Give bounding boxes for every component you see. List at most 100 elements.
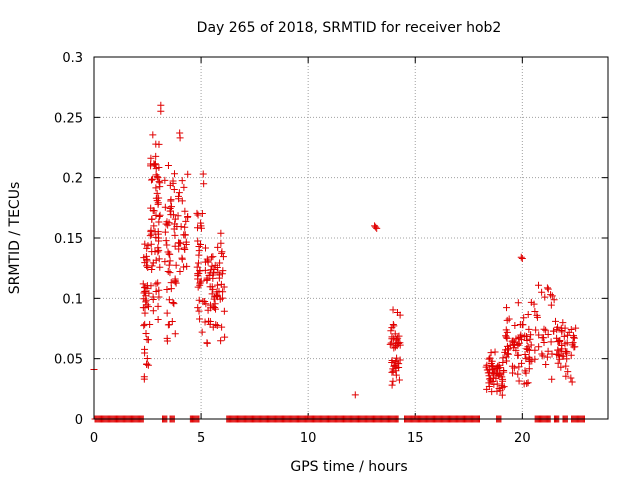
data-point — [555, 337, 563, 345]
data-point — [152, 211, 160, 219]
data-point — [202, 244, 210, 252]
data-point — [171, 231, 179, 239]
data-point — [200, 180, 208, 188]
data-point — [197, 241, 205, 249]
data-point — [485, 355, 493, 363]
data-point — [396, 311, 404, 319]
y-tick-label: 0.2 — [62, 172, 83, 187]
data-point — [508, 362, 516, 370]
data-point — [155, 178, 163, 186]
data-point — [154, 316, 162, 324]
data-point — [183, 262, 191, 270]
data-point — [386, 340, 394, 348]
data-point — [509, 369, 517, 377]
data-points — [90, 101, 588, 423]
data-point — [139, 304, 147, 312]
data-point — [555, 352, 563, 360]
data-point — [193, 263, 201, 271]
data-point — [568, 341, 576, 349]
data-point — [532, 326, 540, 334]
data-point — [163, 337, 171, 345]
data-point — [174, 212, 182, 220]
data-point — [523, 345, 531, 353]
data-point — [142, 292, 150, 300]
data-point — [149, 207, 157, 215]
data-point — [219, 267, 227, 275]
data-point — [387, 339, 395, 347]
data-point — [171, 330, 179, 338]
data-point — [155, 286, 163, 294]
data-point — [542, 361, 550, 369]
data-point — [197, 277, 205, 285]
data-point — [169, 298, 177, 306]
data-point — [506, 341, 514, 349]
data-point — [163, 241, 171, 249]
data-point — [156, 263, 164, 271]
data-point — [161, 258, 169, 266]
data-point — [558, 328, 566, 336]
data-point — [149, 175, 157, 183]
data-point — [504, 350, 512, 358]
data-point — [217, 239, 225, 247]
data-point — [505, 315, 513, 323]
data-point — [162, 237, 170, 245]
data-point — [166, 257, 174, 265]
data-point — [531, 355, 539, 363]
data-point — [171, 242, 179, 250]
data-point — [199, 170, 207, 178]
data-point — [392, 371, 400, 379]
data-point — [487, 349, 495, 357]
data-point — [151, 161, 159, 169]
data-point — [526, 335, 534, 343]
data-point — [220, 307, 228, 315]
data-point — [551, 317, 559, 325]
data-point — [515, 339, 523, 347]
axes: 0 5 10 15 20 0 0.05 0.1 0.15 0.2 0.25 0.3 — [54, 51, 608, 446]
data-point — [217, 280, 225, 288]
data-point — [541, 293, 549, 301]
data-point — [211, 300, 219, 308]
data-point — [182, 217, 190, 225]
data-point — [218, 323, 226, 331]
data-point — [149, 307, 157, 315]
y-tick-label: 0.3 — [62, 51, 83, 66]
data-point — [163, 309, 171, 317]
data-point — [193, 209, 201, 217]
data-point — [194, 224, 202, 232]
data-point — [510, 364, 518, 372]
data-point — [155, 218, 163, 226]
data-point — [525, 325, 533, 333]
data-point — [139, 280, 147, 288]
data-point — [204, 306, 212, 314]
data-point — [194, 211, 202, 219]
data-point — [488, 366, 496, 374]
data-point — [177, 223, 185, 231]
data-point — [201, 318, 209, 326]
data-point — [152, 152, 160, 160]
data-point — [152, 280, 160, 288]
data-point — [141, 259, 149, 267]
data-point — [184, 213, 192, 221]
data-point — [178, 197, 186, 205]
data-point — [515, 334, 523, 342]
data-point — [155, 213, 163, 221]
data-point — [175, 189, 183, 197]
data-point — [142, 298, 150, 306]
y-tick-label: 0.1 — [62, 292, 83, 307]
data-point — [518, 255, 526, 263]
data-point — [572, 324, 580, 332]
data-point — [181, 207, 189, 215]
data-point — [561, 324, 569, 332]
data-point — [157, 101, 165, 109]
data-point — [165, 321, 173, 329]
data-point — [147, 282, 155, 290]
data-point — [176, 268, 184, 276]
data-point — [567, 326, 575, 334]
data-point — [175, 245, 183, 253]
data-point — [498, 391, 506, 399]
data-point — [208, 262, 216, 270]
data-point — [143, 301, 151, 309]
data-point — [217, 337, 225, 345]
data-point — [148, 248, 156, 256]
data-point — [181, 231, 189, 239]
